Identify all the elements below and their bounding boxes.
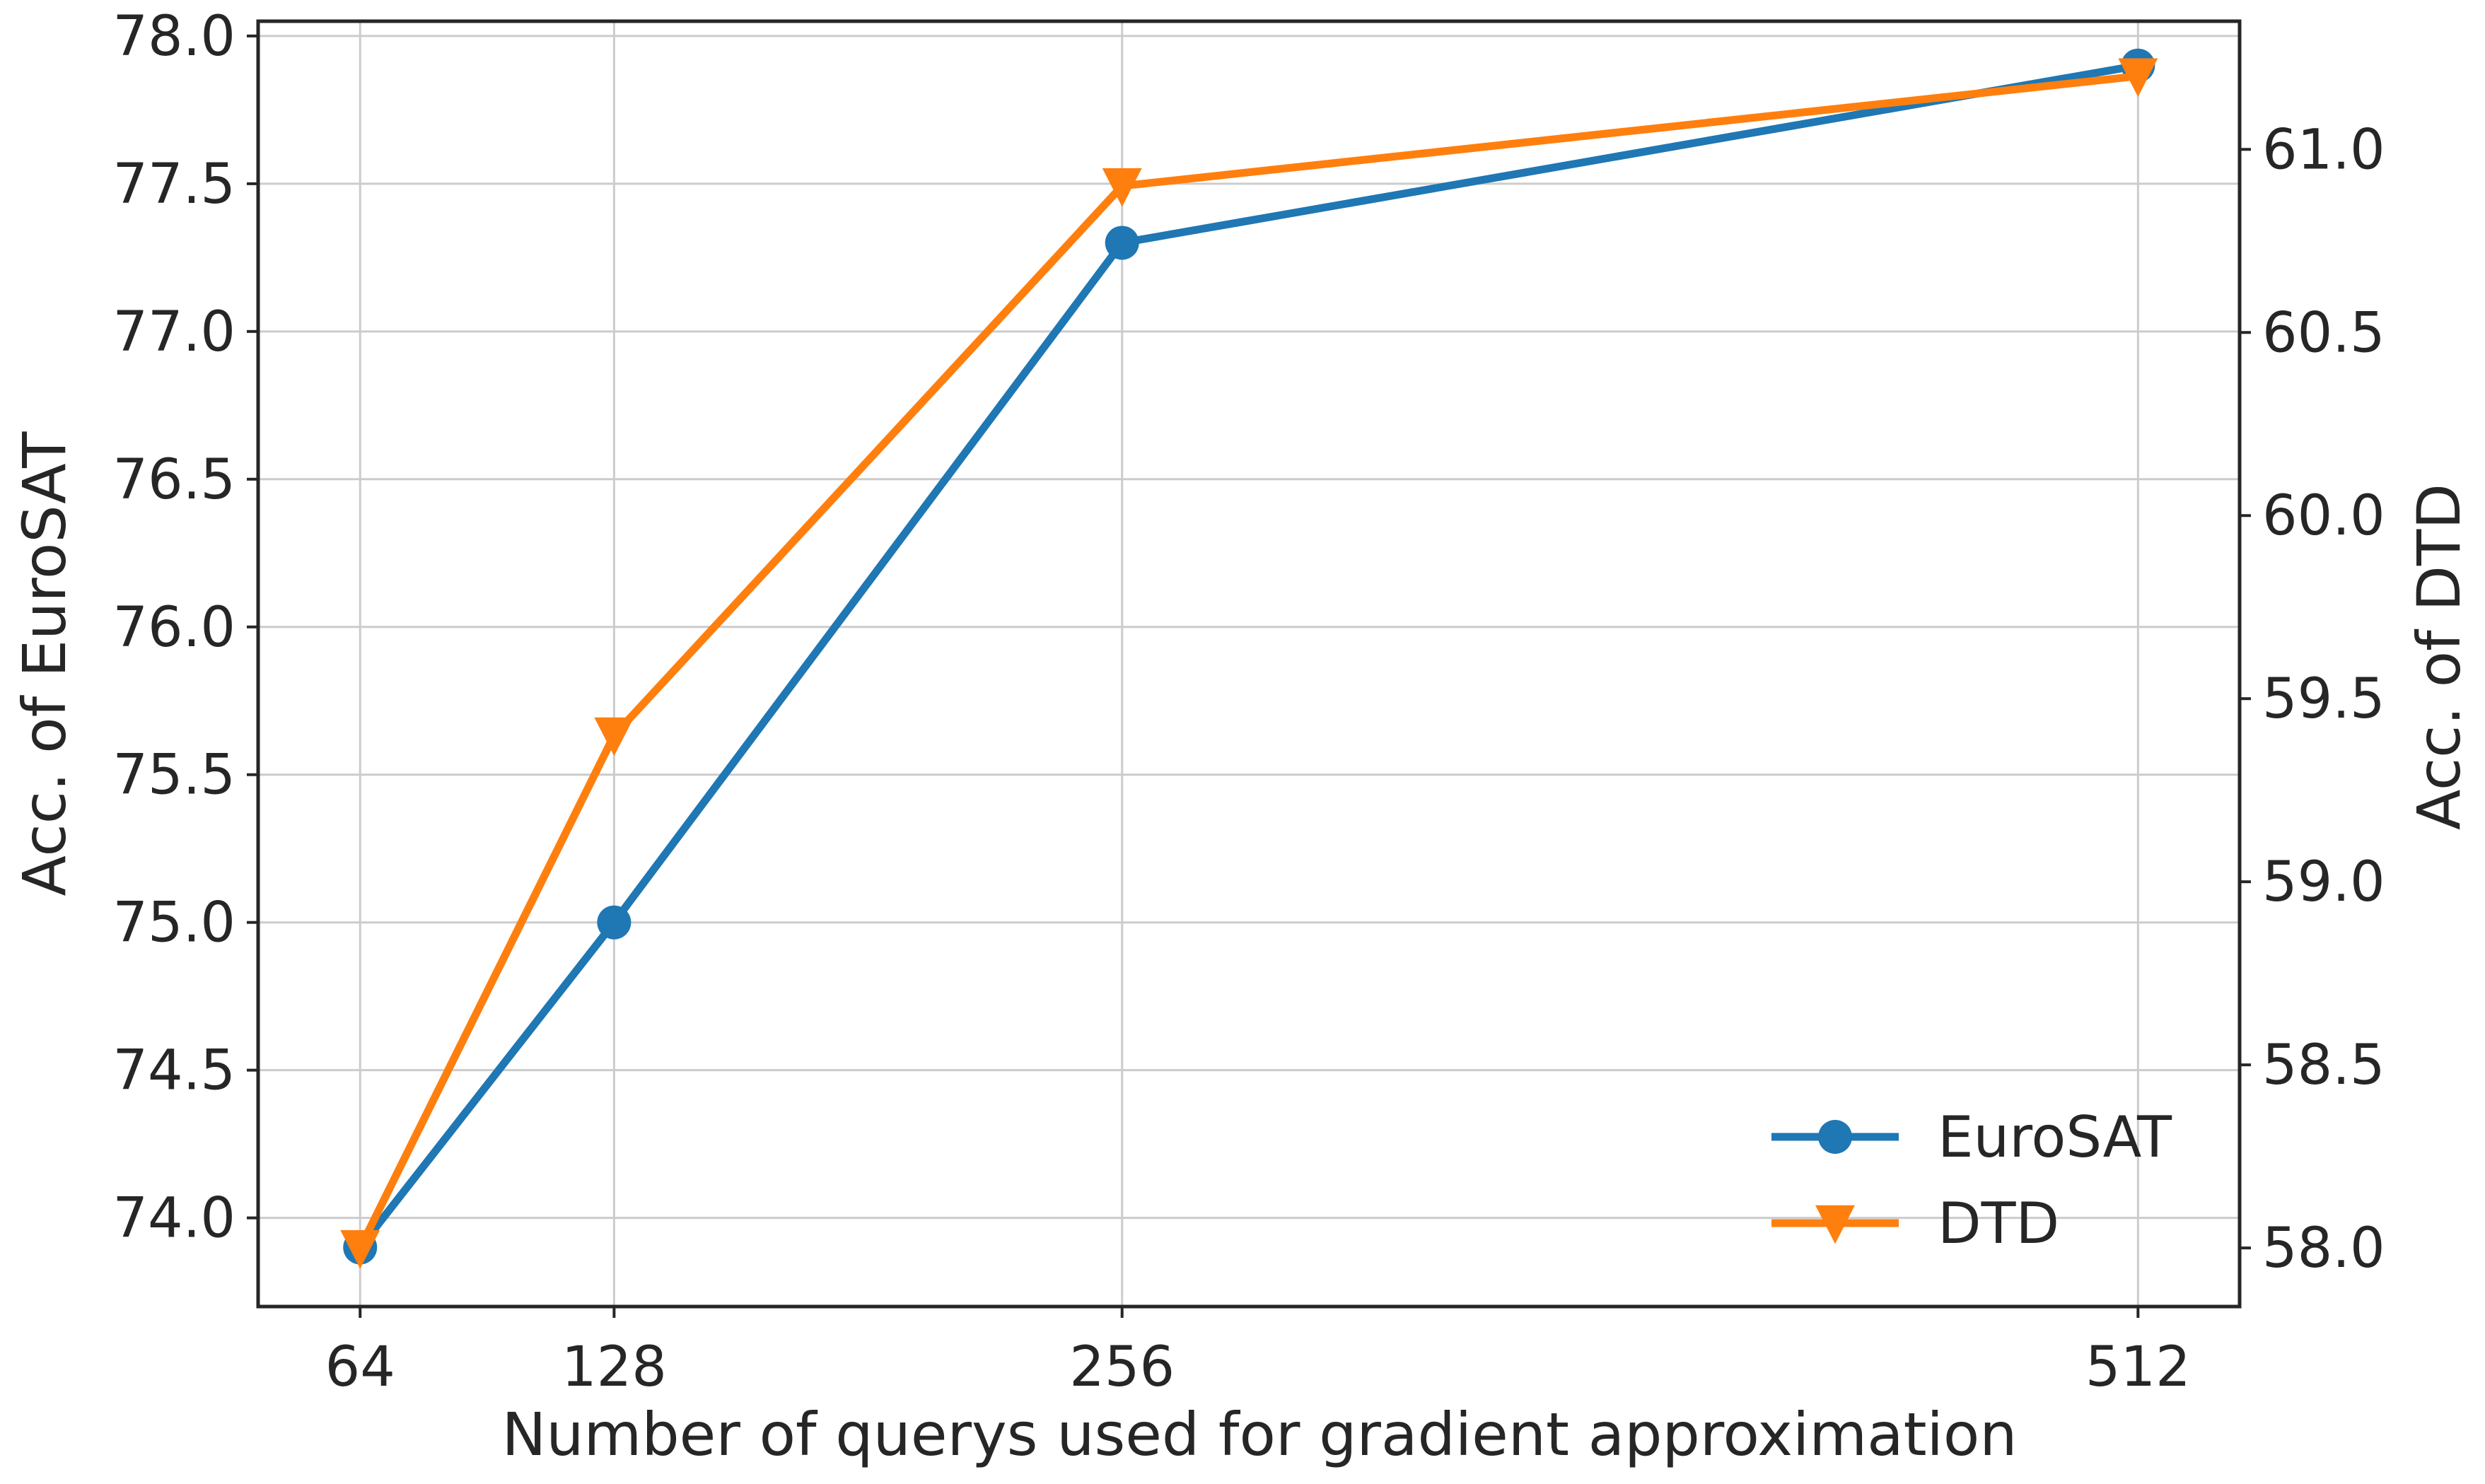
x-axis-title: Number of querys used for gradient appro… <box>501 1400 2017 1469</box>
left-y-tick-label: 77.5 <box>112 153 235 216</box>
left-y-tick-label: 75.5 <box>112 744 235 807</box>
right-y-tick-label: 58.0 <box>2262 1217 2385 1280</box>
left-y-tick-label: 76.0 <box>112 596 235 660</box>
right-y-tick-label: 58.5 <box>2262 1034 2385 1097</box>
grid-lines <box>258 21 2240 1307</box>
legend-label: DTD <box>1938 1191 2059 1256</box>
legend-label: EuroSAT <box>1938 1104 2172 1170</box>
right-y-tick-label: 60.5 <box>2262 301 2385 365</box>
data-point-dtd <box>594 717 634 756</box>
series-line-eurosat <box>356 62 2139 1250</box>
right-y-tick-label: 60.0 <box>2262 484 2385 548</box>
plot-frame <box>256 19 2242 1309</box>
data-point-dtd <box>1102 168 1142 207</box>
right-y-tick-label: 59.5 <box>2262 667 2385 731</box>
left-y-axis-title: Acc. of EuroSAT <box>10 431 79 896</box>
legend: EuroSAT DTD <box>1771 1104 2172 1256</box>
legend-item-eurosat: EuroSAT <box>1771 1104 2172 1170</box>
series-line-dtd <box>356 72 2138 1250</box>
left-y-tick-label: 78.0 <box>112 5 235 69</box>
left-y-tick-label: 76.5 <box>112 448 235 512</box>
legend-marker <box>1818 1120 1852 1154</box>
data-point-dtd <box>340 1229 380 1269</box>
series-lines <box>340 48 2158 1269</box>
left-y-tick-label: 74.0 <box>112 1187 235 1251</box>
x-tick-label: 512 <box>2085 1336 2191 1399</box>
legend-marker <box>1815 1205 1855 1244</box>
data-point-eurosat <box>597 905 632 940</box>
x-tick-label: 64 <box>325 1336 395 1399</box>
data-point-dtd <box>2118 58 2158 98</box>
x-tick-label: 256 <box>1069 1336 1175 1399</box>
x-tick-label: 128 <box>561 1336 667 1399</box>
left-y-tick-label: 75.0 <box>112 892 235 955</box>
tick-labels: 64 128 256 512 74.0 74.5 75.0 75.5 76.0 76.5 77.0 7… <box>112 5 2385 1399</box>
series-dtd <box>340 58 2158 1269</box>
data-point-eurosat <box>1105 226 1139 260</box>
left-y-tick-label: 77.0 <box>112 300 235 364</box>
right-y-tick-label: 61.0 <box>2262 118 2385 182</box>
plot-border <box>256 19 2242 1309</box>
right-y-tick-label: 59.0 <box>2262 851 2385 914</box>
right-y-axis-title: Acc. of DTD <box>2404 484 2474 830</box>
legend-item-dtd: DTD <box>1771 1191 2059 1256</box>
left-y-tick-label: 74.5 <box>112 1039 235 1103</box>
